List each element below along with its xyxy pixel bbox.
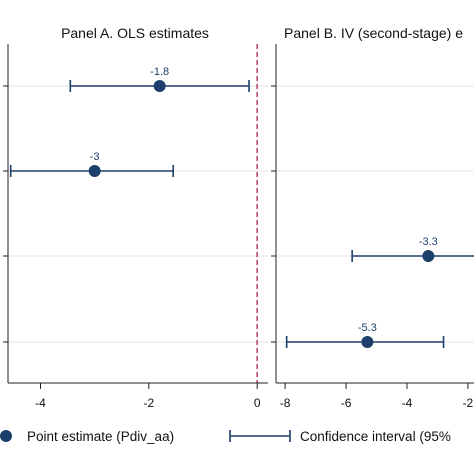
legend: Point estimate (Pdiv_aa) Confidence inte…	[0, 429, 451, 444]
panel-a-x-axis: -4 -2 0	[3, 44, 268, 410]
panel-b: Panel B. IV (second-stage) e -3.3 -5.3 -8…	[271, 25, 474, 410]
panel-b-title: Panel B. IV (second-stage) e	[284, 25, 463, 41]
panel-a-point-0	[153, 80, 166, 92]
panel-a-title: Panel A. OLS estimates	[61, 25, 209, 41]
panel-b-x-tick-label-3: -2	[463, 396, 474, 410]
legend-point-estimate-label: Point estimate (Pdiv_aa)	[27, 429, 174, 444]
legend-ci-label: Confidence interval (95%	[300, 429, 451, 444]
legend-marker-symbol	[0, 430, 12, 442]
panel-a-data-label-1: -3	[90, 151, 100, 163]
panel-b-point-1	[361, 336, 374, 348]
panel-a-data-label-0: -1.8	[150, 66, 169, 78]
panel-b-x-tick-label-2: -4	[402, 396, 413, 410]
panel-b-data-label-0: -3.3	[419, 236, 438, 248]
panel-b-x-tick-label-1: -6	[341, 396, 352, 410]
panel-b-data-label-1: -5.3	[358, 322, 377, 334]
panel-a: Panel A. OLS estimates -1.8 -3 -4 -2 0	[3, 25, 268, 410]
panel-b-marks: -3.3 -5.3	[285, 236, 474, 348]
panel-a-x-tick-label-1: -2	[143, 396, 154, 410]
panel-b-x-tick-label-0: -8	[280, 396, 291, 410]
panel-b-x-axis: -8 -6 -4 -2	[271, 44, 474, 410]
panel-a-point-1	[88, 165, 101, 177]
panel-b-point-0	[422, 250, 435, 262]
panel-a-x-tick-label-0: -4	[35, 396, 46, 410]
panel-a-x-tick-label-2: 0	[254, 396, 261, 410]
panel-a-marks: -1.8 -3	[9, 66, 250, 177]
